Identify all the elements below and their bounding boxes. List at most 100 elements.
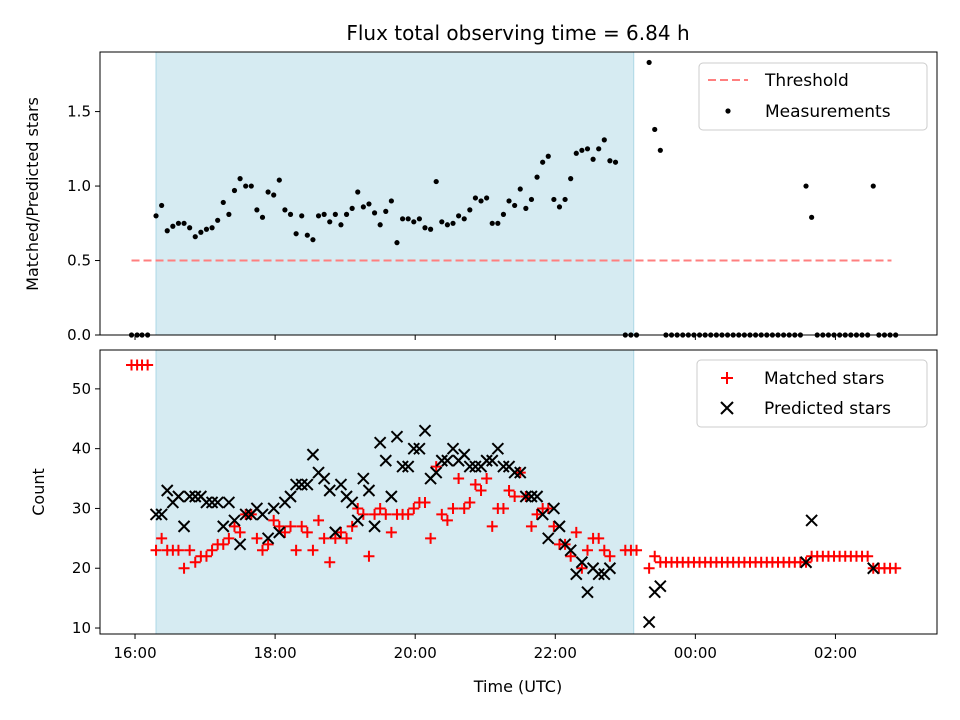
predicted-star-point xyxy=(497,460,510,473)
predicted-star-point xyxy=(603,562,617,575)
matched-star-point xyxy=(542,502,554,514)
measurement-point xyxy=(181,220,187,226)
measurement-point xyxy=(366,201,372,207)
y-tick-label: 40 xyxy=(72,440,91,458)
measurement-point xyxy=(484,195,490,201)
matched-star-point xyxy=(408,502,420,514)
measurement-point xyxy=(304,232,310,238)
matched-star-point xyxy=(643,562,655,574)
matched-star-point xyxy=(649,550,661,562)
predicted-star-point xyxy=(446,442,460,455)
predicted-star-point xyxy=(306,448,320,461)
legend-predicted-label: Predicted stars xyxy=(764,399,891,419)
matched-star-point xyxy=(509,490,521,502)
matched-star-point xyxy=(156,532,168,544)
measurement-point xyxy=(198,229,204,235)
measurement-point xyxy=(489,220,495,226)
matched-star-point xyxy=(593,532,605,544)
axes-frame-bottom xyxy=(99,349,938,635)
matched-star-point xyxy=(296,520,308,532)
measurement-point xyxy=(506,198,512,204)
measurement-point xyxy=(551,196,557,203)
y-tick-label: 0.0 xyxy=(67,326,91,344)
x-tick-label: 00:00 xyxy=(674,644,717,662)
predicted-star-point xyxy=(396,460,409,473)
predicted-star-point xyxy=(373,436,387,449)
matched-star-point xyxy=(631,544,643,556)
measurement-point xyxy=(153,213,159,219)
matched-star-point xyxy=(189,556,201,568)
x-ticks-bottom-panel: 16:00 18:00 20:00 22:00 00:00 02:00 xyxy=(113,634,857,662)
predicted-star-point xyxy=(273,526,286,539)
matched-star-point xyxy=(385,526,397,538)
measurement-point xyxy=(472,195,479,201)
measurement-point xyxy=(299,213,305,219)
matched-star-point xyxy=(324,556,336,568)
measurement-point xyxy=(450,220,456,226)
measurement-point xyxy=(282,207,288,213)
x-tick-label: 20:00 xyxy=(394,644,437,662)
x-tick-label: 22:00 xyxy=(534,644,577,662)
panel-ratio: 0.0 0.5 1.0 1.5 Matched/Predicted stars Thr… xyxy=(23,51,938,344)
predicted-star-point xyxy=(261,532,275,545)
predicted-star-point xyxy=(228,514,241,527)
predicted-star-point xyxy=(463,460,477,473)
marks-counts xyxy=(126,359,902,629)
matched-star-point xyxy=(357,508,369,520)
legend-matched-label: Matched stars xyxy=(764,369,884,389)
predicted-star-point xyxy=(418,424,432,437)
predicted-star-point xyxy=(200,496,213,509)
matched-star-point xyxy=(228,520,240,532)
matched-star-point xyxy=(256,544,268,556)
predicted-star-point xyxy=(189,490,202,503)
matched-star-point xyxy=(150,544,162,556)
predicted-star-point xyxy=(149,508,163,521)
predicted-star-point xyxy=(519,490,533,503)
measurement-point xyxy=(159,202,165,209)
measurement-point xyxy=(209,225,215,231)
measurement-point xyxy=(175,220,182,226)
y-tick-label: 0.5 xyxy=(67,252,91,270)
measurement-point xyxy=(271,192,277,198)
predicted-star-point xyxy=(284,490,297,503)
legend-bottom: Matched stars Predicted stars xyxy=(696,359,928,428)
predicted-star-point xyxy=(530,490,544,503)
matched-star-point xyxy=(565,550,577,562)
matched-star-point xyxy=(436,508,448,520)
legend-predicted-swatch xyxy=(720,401,734,415)
matched-star-point xyxy=(570,526,582,538)
matched-star-point xyxy=(481,473,493,485)
predicted-star-point xyxy=(536,508,549,521)
measurement-point xyxy=(411,219,417,225)
predicted-star-point xyxy=(435,454,449,467)
panel-counts: 10 20 30 40 50 16:00 18:00 20:00 22:00 00:00 02:0… xyxy=(29,349,938,696)
measurement-point xyxy=(512,202,518,209)
measurement-point xyxy=(343,211,350,217)
matched-star-point xyxy=(576,562,588,574)
predicted-star-point xyxy=(256,508,269,521)
measurement-point xyxy=(439,219,445,225)
predicted-star-point xyxy=(323,484,336,497)
measurement-point xyxy=(657,147,663,153)
predicted-star-point xyxy=(805,514,818,527)
x-tick-label: 02:00 xyxy=(814,644,857,662)
matched-star-point xyxy=(525,520,537,532)
matched-star-point xyxy=(604,550,616,562)
measurement-point xyxy=(461,216,467,222)
predicted-star-point xyxy=(177,520,191,533)
matched-star-point xyxy=(497,502,509,514)
legend-bottom-frame xyxy=(696,359,928,428)
predicted-star-point xyxy=(329,526,342,539)
measurement-point xyxy=(803,183,809,189)
measurement-point xyxy=(321,211,327,217)
y-tick-label: 10 xyxy=(72,619,91,637)
measurement-point xyxy=(456,213,462,219)
measurement-point xyxy=(517,186,523,192)
y-tick-label: 1.5 xyxy=(67,103,91,121)
measurement-point xyxy=(220,199,226,206)
predicted-star-point xyxy=(239,508,252,521)
matched-star-point xyxy=(862,550,874,562)
x-ticks-top-panel xyxy=(134,335,836,340)
predicted-star-point xyxy=(317,472,331,485)
predicted-star-point xyxy=(401,460,415,473)
